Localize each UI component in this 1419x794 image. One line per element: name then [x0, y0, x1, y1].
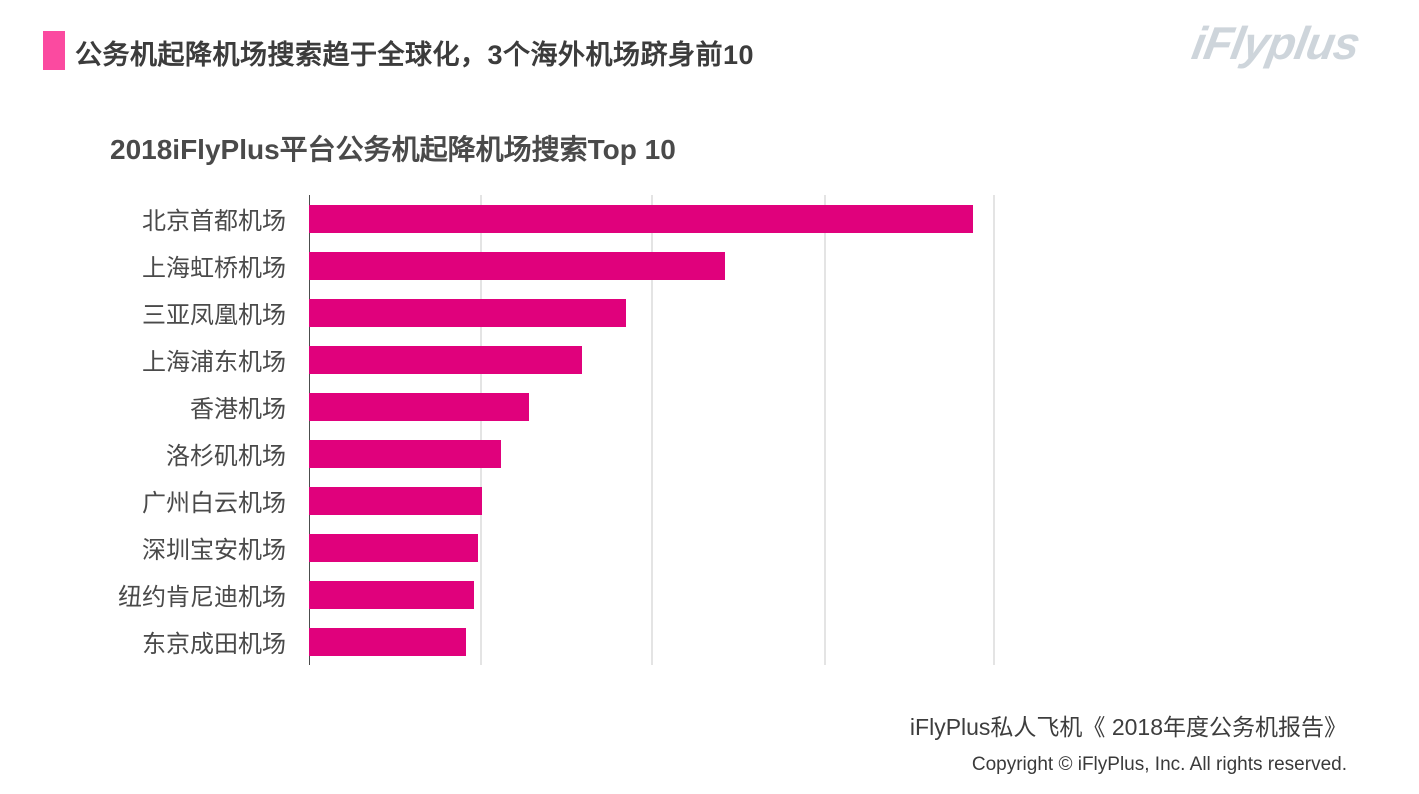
- iflyplus-logo: iFlyplus: [1188, 17, 1364, 69]
- plot-gridlines: [309, 195, 995, 665]
- bar-上海虹桥机场: [309, 251, 725, 280]
- page-footer: iFlyPlus私人飞机《 2018年度公务机报告》 Copyright © i…: [910, 708, 1347, 776]
- bar-洛杉矶机场: [309, 439, 501, 468]
- gridline: [651, 195, 654, 665]
- chart-row: 三亚凤凰机场: [47, 289, 994, 336]
- bar-track: [309, 289, 994, 336]
- bar-track: [309, 430, 994, 477]
- bar-track: [309, 524, 994, 571]
- chart-row: 纽约肯尼迪机场: [47, 571, 994, 618]
- chart-row: 洛杉矶机场: [47, 430, 994, 477]
- gridline: [480, 195, 483, 665]
- chart-row: 深圳宝安机场: [47, 524, 994, 571]
- bar-track: [309, 195, 994, 242]
- bar-track: [309, 383, 994, 430]
- bar-track: [309, 477, 994, 524]
- category-label: 上海浦东机场: [142, 349, 286, 376]
- bar-广州白云机场: [309, 486, 482, 515]
- gridline: [823, 195, 826, 665]
- category-label: 洛杉矶机场: [166, 443, 286, 470]
- chart-row: 上海虹桥机场: [47, 242, 994, 289]
- category-label: 上海虹桥机场: [142, 255, 286, 282]
- bar-北京首都机场: [309, 204, 973, 233]
- bar-track: [309, 571, 994, 618]
- category-label: 香港机场: [190, 396, 286, 423]
- report-source-text: iFlyPlus私人飞机《 2018年度公务机报告》: [909, 714, 1347, 740]
- category-label: 北京首都机场: [142, 208, 286, 235]
- bar-上海浦东机场: [309, 345, 582, 374]
- category-label: 三亚凤凰机场: [142, 302, 286, 329]
- chart-row: 东京成田机场: [47, 618, 994, 665]
- category-label: 深圳宝安机场: [142, 537, 286, 564]
- header-accent-marker: [43, 31, 65, 70]
- bar-深圳宝安机场: [309, 533, 478, 562]
- bar-chart: 北京首都机场 上海虹桥机场 三亚凤凰机场 上海浦东机场香港机场洛杉矶机场广州白云机场深…: [47, 195, 995, 665]
- chart-row: 北京首都机场: [47, 195, 994, 242]
- chart-title: 2018iFlyPlus平台公务机起降机场搜索Top 10: [110, 134, 676, 165]
- bar-track: [309, 618, 994, 665]
- category-label: 纽约肯尼迪机场: [118, 584, 286, 611]
- gridline: [993, 195, 995, 665]
- copyright-text: Copyright © iFlyPlus, Inc. All rights re…: [971, 754, 1347, 775]
- bar-track: [309, 336, 994, 383]
- bar-香港机场: [309, 392, 529, 421]
- bar-东京成田机场: [309, 627, 466, 656]
- chart-row: 上海浦东机场: [47, 336, 994, 383]
- bar-track: [309, 242, 994, 289]
- chart-row: 广州白云机场: [47, 477, 994, 524]
- category-label: 东京成田机场: [142, 631, 286, 658]
- chart-row: 香港机场: [47, 383, 994, 430]
- page-title: 公务机起降机场搜索趋于全球化，3个海外机场跻身前10: [75, 40, 755, 70]
- chart-rows: 北京首都机场 上海虹桥机场 三亚凤凰机场 上海浦东机场香港机场洛杉矶机场广州白云机场深…: [47, 195, 994, 665]
- bar-三亚凤凰机场: [309, 298, 626, 327]
- bar-纽约肯尼迪机场: [309, 580, 475, 609]
- category-label: 广州白云机场: [142, 490, 286, 517]
